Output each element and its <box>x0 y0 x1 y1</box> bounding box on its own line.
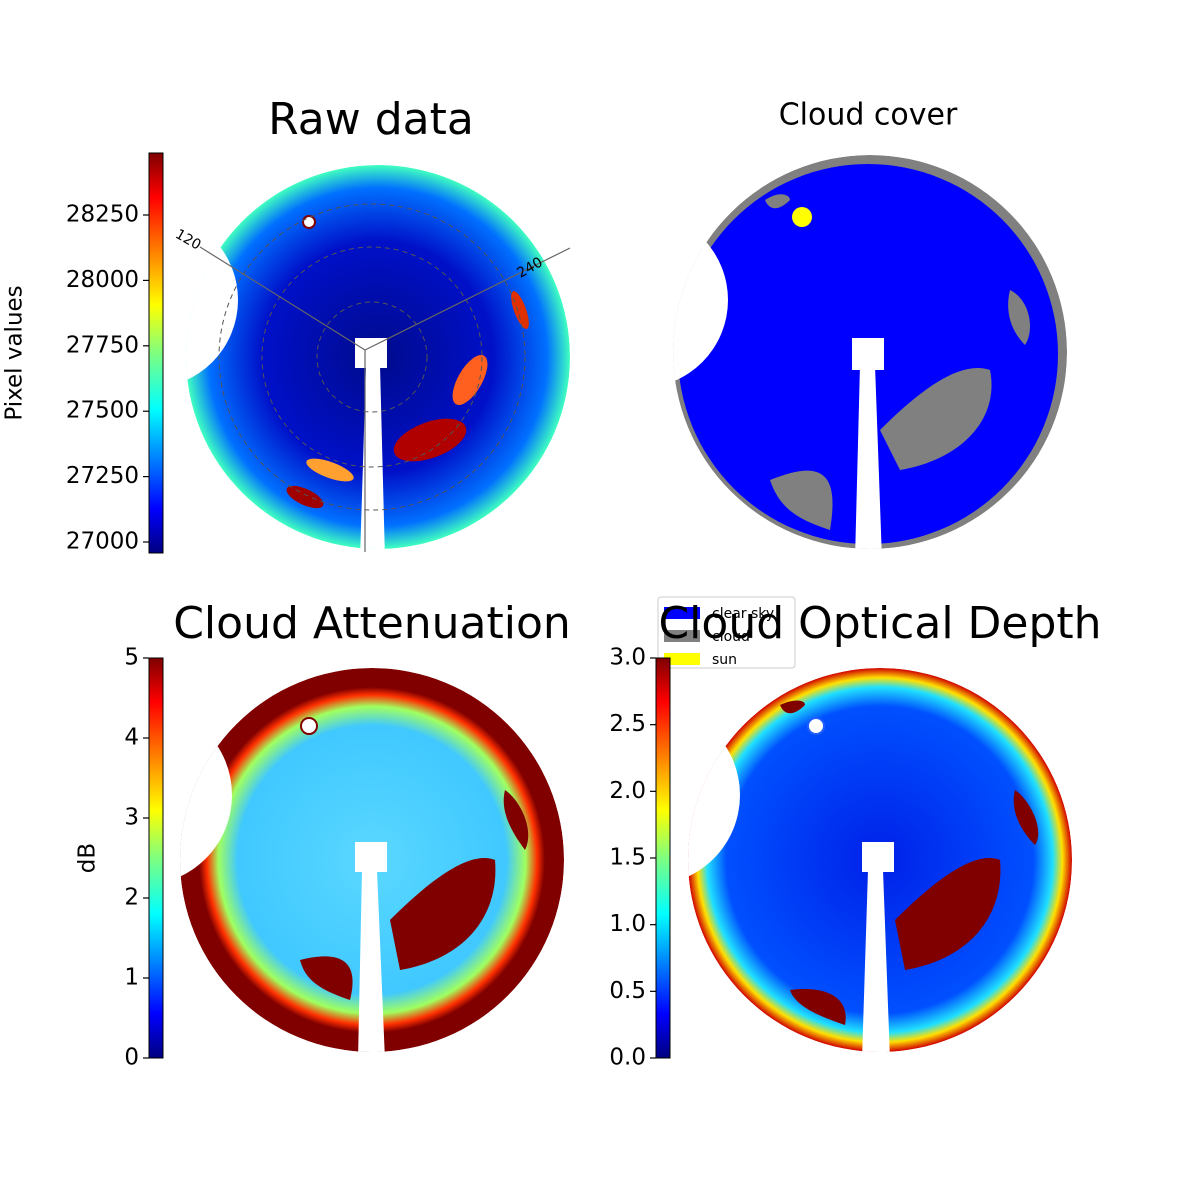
colorbar-tick-label: 1.0 <box>609 911 646 937</box>
colorbar-tick-label: 2.0 <box>609 778 646 804</box>
raw-image <box>186 165 570 549</box>
colorbar-tick-label: 28000 <box>66 267 139 293</box>
panel-title: Cloud Attenuation <box>173 598 571 649</box>
azimuth-label: 120 <box>172 226 203 253</box>
colorbar-tick-label: 27000 <box>66 529 139 555</box>
colorbar-tick-label: 0.5 <box>609 978 646 1004</box>
cloud-cover-image <box>673 155 1067 549</box>
attenuation-image <box>180 668 564 1052</box>
colorbar-tick-label: 28250 <box>66 202 139 228</box>
polar-grid <box>218 203 526 511</box>
panel-title: Raw data <box>268 94 474 145</box>
colorbar-tick-label: 3 <box>124 805 139 831</box>
legend-swatch <box>664 653 700 665</box>
colorbar-tick-label: 0.0 <box>609 1045 646 1071</box>
colorbar-tick-label: 2.5 <box>609 711 646 737</box>
colorbar <box>148 657 164 1059</box>
legend-label: clear sky <box>712 606 774 622</box>
colorbar-tick-label: 3.0 <box>609 645 646 671</box>
legend-swatch <box>664 630 700 642</box>
colorbar-label: Pixel values <box>2 285 28 420</box>
colorbar-tick-label: 0 <box>124 1045 139 1071</box>
colorbar-tick-label: 1 <box>124 965 139 991</box>
colorbar-tick-label: 5 <box>124 645 139 671</box>
azimuth-lines <box>199 246 571 552</box>
legend-label: sun <box>712 652 737 668</box>
colorbar <box>655 657 671 1059</box>
legend-label: cloud <box>712 629 750 645</box>
legend-swatch <box>664 607 700 619</box>
colorbar-tick-label: 27500 <box>66 398 139 424</box>
colorbar-label: dB <box>75 843 101 873</box>
panel-title: Cloud Optical Depth <box>658 598 1101 649</box>
panel-title: Cloud cover <box>779 98 958 133</box>
colorbar-tick-label: 1.5 <box>609 845 646 871</box>
colorbar-tick-label: 2 <box>124 885 139 911</box>
colorbar-tick-label: 27250 <box>66 463 139 489</box>
colorbar-tick-label: 27750 <box>66 332 139 358</box>
colorbar <box>148 152 164 554</box>
colorbar-tick-label: 4 <box>124 725 139 751</box>
